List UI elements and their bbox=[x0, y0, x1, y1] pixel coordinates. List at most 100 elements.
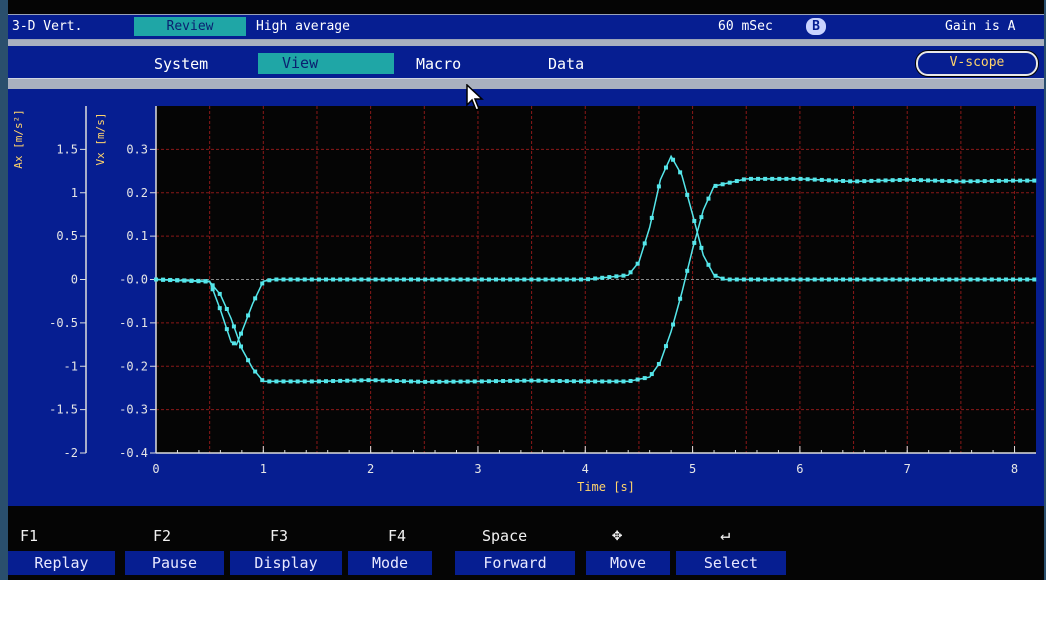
vx-data-point bbox=[727, 180, 732, 185]
ax-data-point bbox=[890, 277, 895, 282]
ax-data-point bbox=[168, 277, 173, 282]
vx-data-point bbox=[628, 378, 633, 383]
ax-data-point bbox=[770, 277, 775, 282]
mode-button[interactable]: Mode bbox=[348, 551, 432, 575]
ax-data-point bbox=[253, 296, 258, 301]
ax-data-point bbox=[798, 277, 803, 282]
vx-data-point bbox=[281, 379, 286, 384]
pause-button[interactable]: Pause bbox=[125, 551, 224, 575]
vx-data-point bbox=[734, 179, 739, 184]
vx-data-point bbox=[720, 182, 725, 187]
vx-data-point bbox=[253, 369, 258, 374]
ax-tick-label: -1.5 bbox=[49, 403, 78, 417]
vx-data-point bbox=[578, 379, 583, 384]
ax-data-point bbox=[833, 277, 838, 282]
ax-data-point bbox=[649, 215, 654, 220]
vx-data-point bbox=[784, 176, 789, 181]
replay-button[interactable]: Replay bbox=[8, 551, 115, 575]
ax-data-point bbox=[373, 277, 378, 282]
select-button[interactable]: Select bbox=[676, 551, 786, 575]
vx-data-point bbox=[607, 379, 612, 384]
ax-tick-label: -0.5 bbox=[49, 316, 78, 330]
ax-data-point bbox=[968, 277, 973, 282]
vx-data-point bbox=[614, 379, 619, 384]
ax-data-point bbox=[380, 277, 385, 282]
action-bar: Replay Pause Display Mode Forward Move S… bbox=[8, 551, 1044, 575]
gain-label: Gain is A bbox=[945, 19, 1016, 34]
vx-data-point bbox=[770, 176, 775, 181]
menu-data[interactable]: Data bbox=[548, 55, 585, 73]
ax-data-point bbox=[203, 279, 208, 284]
vx-data-point bbox=[564, 379, 569, 384]
vx-data-point bbox=[380, 378, 385, 383]
ax-data-point bbox=[862, 277, 867, 282]
ax-data-point bbox=[182, 278, 187, 283]
menu-macro[interactable]: Macro bbox=[416, 55, 462, 73]
ax-data-point bbox=[621, 273, 626, 278]
vx-data-point bbox=[437, 379, 442, 384]
ax-data-point bbox=[196, 278, 201, 283]
vx-data-point bbox=[458, 379, 463, 384]
vx-tick-label: 0.3 bbox=[126, 142, 148, 156]
vx-data-point bbox=[345, 378, 350, 383]
ax-data-point bbox=[295, 277, 300, 282]
vx-data-point bbox=[699, 215, 704, 220]
ax-data-point bbox=[975, 277, 980, 282]
ax-data-point bbox=[465, 277, 470, 282]
vx-data-point bbox=[890, 178, 895, 183]
vx-data-point bbox=[472, 379, 477, 384]
ax-data-point bbox=[316, 277, 321, 282]
chart-panel: 0 1 2 3 4 5 6 7 8 0.3 0.2 0.1 -0.0 -0.1 -0.2 -0.3 -0.4 1.… bbox=[8, 89, 1044, 506]
ax-data-point bbox=[493, 277, 498, 282]
ax-data-point bbox=[791, 277, 796, 282]
vx-data-point bbox=[692, 240, 697, 245]
ax-data-point bbox=[444, 277, 449, 282]
ax-data-point bbox=[607, 275, 612, 280]
ax-data-point bbox=[536, 277, 541, 282]
x-tick-label: 8 bbox=[1011, 462, 1018, 476]
vx-data-point bbox=[373, 378, 378, 383]
vx-data-point bbox=[536, 378, 541, 383]
key-f2: F2 bbox=[153, 527, 172, 545]
vx-data-point bbox=[295, 379, 300, 384]
v-scope-logo[interactable]: V-scope bbox=[916, 51, 1038, 76]
ax-data-point bbox=[600, 275, 605, 280]
display-button[interactable]: Display bbox=[230, 551, 342, 575]
ax-data-point bbox=[416, 277, 421, 282]
ax-data-point bbox=[947, 277, 952, 282]
ax-data-point bbox=[593, 276, 598, 281]
vx-data-point bbox=[678, 296, 683, 301]
ax-data-point bbox=[1018, 277, 1023, 282]
ax-data-point bbox=[281, 277, 286, 282]
ax-data-point bbox=[401, 277, 406, 282]
ax-data-point bbox=[423, 277, 428, 282]
ax-data-point bbox=[841, 277, 846, 282]
ax-data-point bbox=[359, 277, 364, 282]
ax-data-point bbox=[777, 277, 782, 282]
vx-tick-label: 0.1 bbox=[126, 229, 148, 243]
ax-data-point bbox=[954, 277, 959, 282]
vx-data-point bbox=[947, 179, 952, 184]
ax-data-point bbox=[345, 277, 350, 282]
vx-data-point bbox=[267, 379, 272, 384]
vx-data-point bbox=[756, 176, 761, 181]
vx-data-point bbox=[224, 306, 229, 311]
vx-tick-label: -0.2 bbox=[119, 359, 148, 373]
vx-data-point bbox=[933, 178, 938, 183]
vx-data-point bbox=[996, 178, 1001, 183]
menu-view[interactable]: View bbox=[258, 53, 394, 74]
ax-data-point bbox=[408, 277, 413, 282]
forward-button[interactable]: Forward bbox=[455, 551, 575, 575]
move-button[interactable]: Move bbox=[586, 551, 670, 575]
vx-data-point bbox=[571, 379, 576, 384]
vx-tick-label: -0.1 bbox=[119, 316, 148, 330]
vx-axis-label: Vx [m/s] bbox=[94, 113, 107, 166]
ax-data-point bbox=[996, 277, 1001, 282]
vx-data-point bbox=[451, 379, 456, 384]
key-space: Space bbox=[482, 527, 528, 545]
vx-data-point bbox=[423, 379, 428, 384]
line-chart[interactable]: 0 1 2 3 4 5 6 7 8 0.3 0.2 0.1 -0.0 -0.1 -0.2 -0.3 -0.4 1.… bbox=[8, 89, 1044, 506]
vx-data-point bbox=[465, 379, 470, 384]
review-indicator[interactable]: Review bbox=[134, 17, 246, 36]
menu-system[interactable]: System bbox=[154, 55, 209, 73]
